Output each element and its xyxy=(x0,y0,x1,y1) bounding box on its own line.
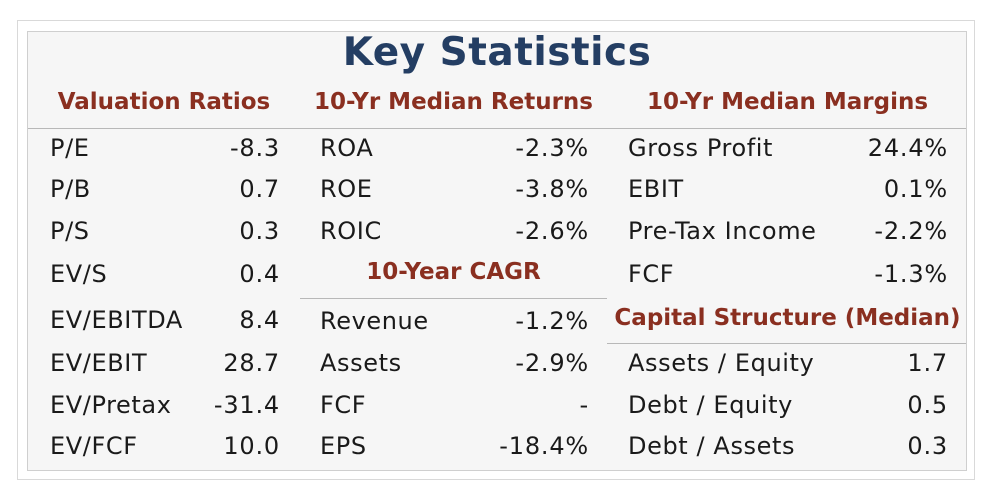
row-label: P/B xyxy=(50,175,91,203)
margins-row: EBIT 0.1% xyxy=(628,174,948,204)
row-label: Assets xyxy=(320,349,402,377)
row-value: -31.4 xyxy=(213,391,280,419)
row-label: EPS xyxy=(320,432,367,460)
capital-row: Debt / Assets 0.3 xyxy=(628,431,948,461)
row-label: ROE xyxy=(320,175,373,203)
margins-row: Gross Profit 24.4% xyxy=(628,133,948,163)
cagr-row: Revenue -1.2% xyxy=(320,306,589,336)
row-value: -2.6% xyxy=(515,217,589,245)
row-label: EV/S xyxy=(50,260,108,288)
row-label: EV/Pretax xyxy=(50,391,172,419)
row-value: 24.4% xyxy=(867,134,948,162)
median-margins-heading: 10-Yr Median Margins xyxy=(646,89,929,115)
row-label: Revenue xyxy=(320,307,429,335)
valuation-row: EV/FCF 10.0 xyxy=(50,431,280,461)
valuation-row: EV/EBITDA 8.4 xyxy=(50,305,280,335)
capital-row: Debt / Equity 0.5 xyxy=(628,390,948,420)
row-label: ROIC xyxy=(320,217,382,245)
row-label: EV/EBIT xyxy=(50,349,148,377)
median-returns-heading: 10-Yr Median Returns xyxy=(314,89,593,115)
row-value: 0.5 xyxy=(907,391,948,419)
row-value: 0.7 xyxy=(239,175,280,203)
row-label: P/E xyxy=(50,134,90,162)
cagr-heading: 10-Year CAGR xyxy=(366,259,541,285)
valuation-row: P/E -8.3 xyxy=(50,133,280,163)
row-value: 0.1% xyxy=(883,175,948,203)
row-value: 1.7 xyxy=(907,349,948,377)
row-value: - xyxy=(579,391,589,419)
row-label: EV/EBITDA xyxy=(50,306,183,334)
returns-row: ROA -2.3% xyxy=(320,133,589,163)
row-value: 0.3 xyxy=(239,217,280,245)
cagr-row: Assets -2.9% xyxy=(320,348,589,378)
valuation-row: P/S 0.3 xyxy=(50,216,280,246)
row-label: P/S xyxy=(50,217,90,245)
row-label: Debt / Assets xyxy=(628,432,796,460)
returns-row: ROIC -2.6% xyxy=(320,216,589,246)
cagr-row: EPS -18.4% xyxy=(320,431,589,461)
returns-row: ROE -3.8% xyxy=(320,174,589,204)
row-label: FCF xyxy=(320,391,367,419)
row-value: 10.0 xyxy=(223,432,280,460)
panel-title: Key Statistics xyxy=(342,30,652,75)
header-divider xyxy=(28,128,966,129)
row-label: Pre-Tax Income xyxy=(628,217,817,245)
row-label: Assets / Equity xyxy=(628,349,815,377)
row-value: 0.3 xyxy=(907,432,948,460)
key-statistics-panel: Key Statistics Valuation Ratios 10-Yr Me… xyxy=(27,30,967,471)
margins-row: FCF -1.3% xyxy=(628,259,948,289)
row-value: 28.7 xyxy=(223,349,280,377)
margins-row: Pre-Tax Income -2.2% xyxy=(628,216,948,246)
valuation-row: P/B 0.7 xyxy=(50,174,280,204)
valuation-ratios-heading: Valuation Ratios xyxy=(57,89,271,115)
valuation-row: EV/EBIT 28.7 xyxy=(50,348,280,378)
row-value: -1.2% xyxy=(515,307,589,335)
row-value: -2.9% xyxy=(515,349,589,377)
capital-divider xyxy=(607,343,966,344)
valuation-row: EV/S 0.4 xyxy=(50,259,280,289)
row-label: ROA xyxy=(320,134,374,162)
row-value: -2.2% xyxy=(874,217,948,245)
capital-row: Assets / Equity 1.7 xyxy=(628,348,948,378)
row-value: -3.8% xyxy=(515,175,589,203)
row-label: Debt / Equity xyxy=(628,391,793,419)
row-label: FCF xyxy=(628,260,675,288)
row-value: -2.3% xyxy=(515,134,589,162)
row-label: EV/FCF xyxy=(50,432,138,460)
cagr-row: FCF - xyxy=(320,390,589,420)
capital-structure-heading: Capital Structure (Median) xyxy=(614,305,961,331)
row-value: 0.4 xyxy=(239,260,280,288)
row-label: Gross Profit xyxy=(628,134,774,162)
row-value: -8.3 xyxy=(229,134,280,162)
cagr-divider xyxy=(300,298,607,299)
valuation-row: EV/Pretax -31.4 xyxy=(50,390,280,420)
row-value: -1.3% xyxy=(874,260,948,288)
row-value: -18.4% xyxy=(499,432,589,460)
row-value: 8.4 xyxy=(239,306,280,334)
row-label: EBIT xyxy=(628,175,684,203)
